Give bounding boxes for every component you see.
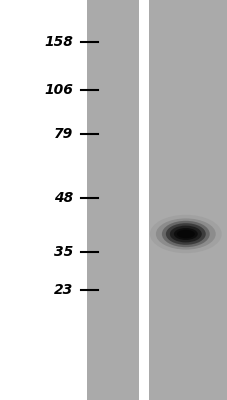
Ellipse shape: [149, 215, 221, 253]
Text: 106: 106: [44, 83, 73, 97]
Text: 79: 79: [54, 127, 73, 141]
Ellipse shape: [161, 221, 209, 247]
Text: 23: 23: [54, 283, 73, 297]
Ellipse shape: [165, 223, 205, 245]
Bar: [138, 0, 149, 400]
Text: 35: 35: [54, 245, 73, 259]
Text: 48: 48: [54, 191, 73, 205]
Bar: [86, 0, 138, 400]
Text: 158: 158: [44, 35, 73, 49]
Ellipse shape: [176, 230, 194, 238]
Ellipse shape: [155, 218, 215, 250]
Ellipse shape: [173, 228, 197, 240]
Bar: [149, 0, 227, 400]
Ellipse shape: [169, 226, 201, 242]
